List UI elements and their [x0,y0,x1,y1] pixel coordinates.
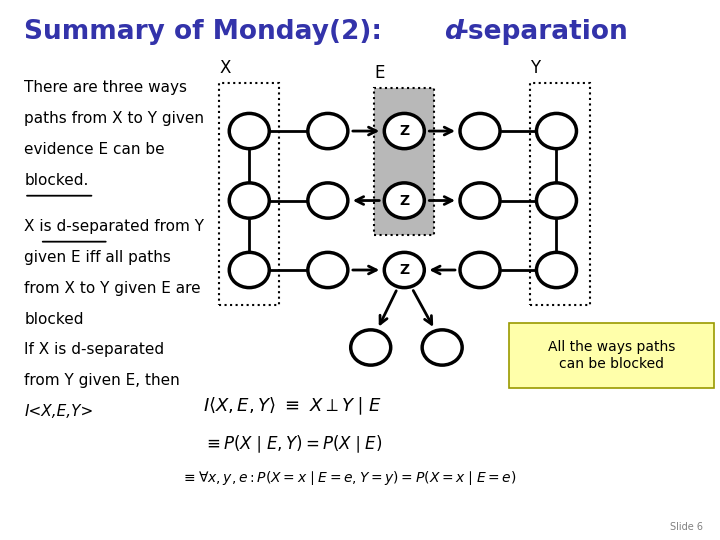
Text: -separation: -separation [458,19,629,45]
Ellipse shape [536,252,577,288]
Ellipse shape [422,330,462,365]
Text: Slide 6: Slide 6 [670,522,703,532]
Text: Z: Z [399,124,410,138]
Bar [530,83,590,305]
Text: X: X [220,58,230,77]
Text: blocked.: blocked. [24,173,89,188]
Ellipse shape [460,113,500,148]
Text: d: d [444,19,462,45]
Ellipse shape [351,330,391,365]
Text: evidence E can be: evidence E can be [24,142,165,157]
Text: blocked: blocked [24,312,84,327]
Text: from X to Y given E are: from X to Y given E are [24,281,201,296]
Bar [374,88,434,235]
Text: Summary of Monday(2):: Summary of Monday(2): [24,19,392,45]
Ellipse shape [536,183,577,218]
Ellipse shape [384,252,424,288]
FancyBboxPatch shape [508,323,714,388]
Text: Y: Y [530,58,540,77]
Text: Z: Z [399,193,410,207]
Text: There are three ways: There are three ways [24,80,187,95]
Ellipse shape [229,252,269,288]
Text: X is d-separated from Y: X is d-separated from Y [24,219,204,234]
Text: $\equiv P(X \mid E,Y) = P(X \mid E)$: $\equiv P(X \mid E,Y) = P(X \mid E)$ [203,433,382,455]
Ellipse shape [308,183,348,218]
Ellipse shape [384,183,424,218]
Ellipse shape [460,183,500,218]
Ellipse shape [308,113,348,148]
Bar [220,83,279,305]
Text: I<X,E,Y>: I<X,E,Y> [24,404,94,419]
Ellipse shape [384,113,424,148]
Text: from Y given E, then: from Y given E, then [24,373,180,388]
Ellipse shape [460,252,500,288]
Ellipse shape [229,113,269,148]
Ellipse shape [308,252,348,288]
Ellipse shape [229,183,269,218]
Text: $I\langle X,E,Y\rangle \ \equiv \ X \perp Y \mid E$: $I\langle X,E,Y\rangle \ \equiv \ X \per… [203,396,382,417]
Text: If X is d-separated: If X is d-separated [24,342,164,357]
Text: Z: Z [399,263,410,277]
Text: given E iff all paths: given E iff all paths [24,250,171,265]
Text: All the ways paths
can be blocked: All the ways paths can be blocked [548,340,675,370]
Text: E: E [374,64,384,82]
Ellipse shape [536,113,577,148]
Text: $\equiv \forall x, y, e : P(X=x \mid E=e, Y=y) = P(X=x \mid E=e)$: $\equiv \forall x, y, e : P(X=x \mid E=e… [181,469,517,487]
Text: paths from X to Y given: paths from X to Y given [24,111,204,126]
